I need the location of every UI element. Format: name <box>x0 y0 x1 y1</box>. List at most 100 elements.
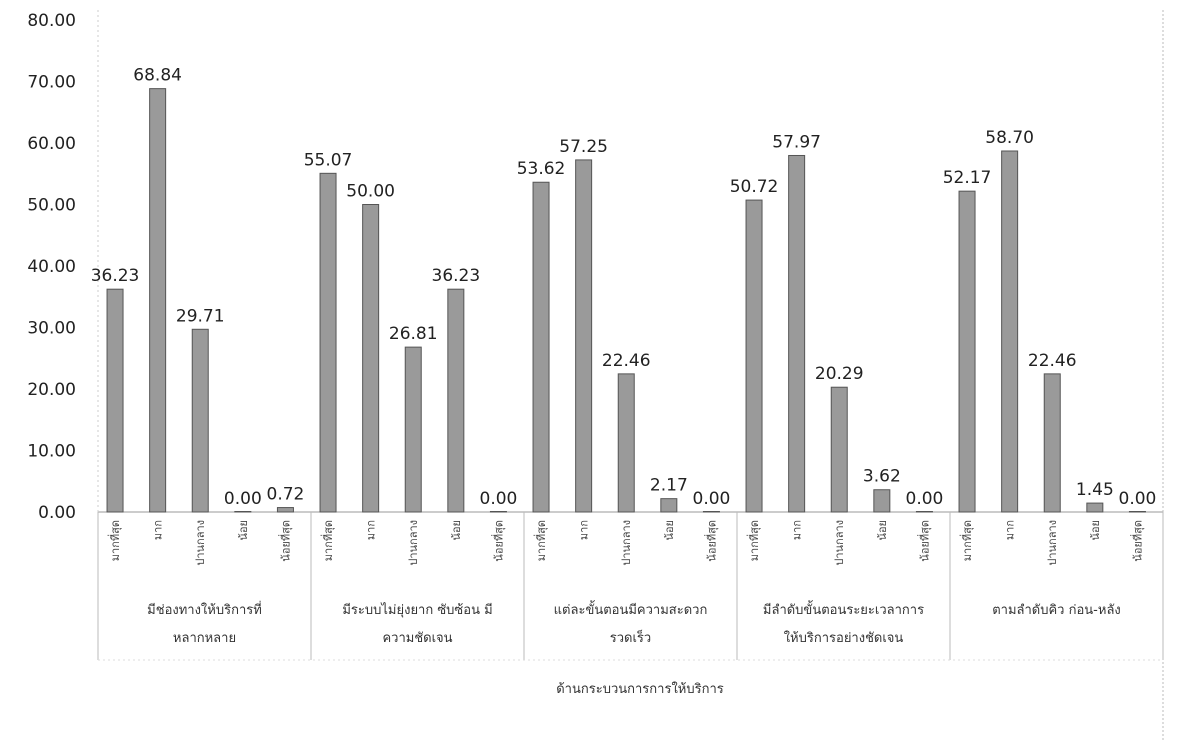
bar <box>1001 150 1019 513</box>
data-label: 1.45 <box>1076 480 1114 500</box>
category-label: ปานกลาง <box>194 520 207 566</box>
bar <box>702 511 720 513</box>
y-tick-label: 10.00 <box>27 442 76 462</box>
data-label: 57.25 <box>559 137 608 157</box>
data-label: 22.46 <box>1028 351 1077 371</box>
data-label: 0.72 <box>267 485 305 505</box>
bar <box>958 190 976 513</box>
data-label: 26.81 <box>389 324 438 344</box>
bar <box>532 181 550 513</box>
y-tick-label: 50.00 <box>27 196 76 216</box>
data-label: 0.00 <box>480 489 518 509</box>
bar <box>575 159 593 513</box>
category-label: ปานกลาง <box>833 520 846 566</box>
y-tick-label: 0.00 <box>38 503 76 523</box>
bar <box>149 88 167 513</box>
bar <box>1128 511 1146 513</box>
category-label: น้อย <box>1089 520 1102 541</box>
bar <box>873 489 891 513</box>
category-label: น้อย <box>876 520 889 541</box>
category-label: น้อยที่สุด <box>916 520 931 562</box>
category-label: มาก <box>365 520 378 540</box>
bar <box>489 511 507 513</box>
data-label: 52.17 <box>943 168 992 188</box>
group-labels: มีช่องทางให้บริการที่หลากหลาย มีระบบไม่ยุ… <box>147 600 1121 646</box>
bar <box>319 172 337 513</box>
data-label: 50.72 <box>730 177 779 197</box>
y-tick-label: 60.00 <box>27 134 76 154</box>
y-tick-label: 80.00 <box>27 11 76 31</box>
data-label: 0.00 <box>906 489 944 509</box>
category-labels: มากที่สุด มาก ปานกลาง น้อย น้อยที่สุด มากที่ส… <box>107 520 1144 566</box>
category-label: มาก <box>791 520 804 540</box>
data-label: 36.23 <box>91 266 140 286</box>
category-label: น้อยที่สุด <box>703 520 718 562</box>
category-label: น้อย <box>663 520 676 541</box>
bar <box>447 288 465 513</box>
category-label: มาก <box>578 520 591 540</box>
category-label: น้อยที่สุด <box>490 520 505 562</box>
y-tick-label: 70.00 <box>27 73 76 93</box>
category-label: มากที่สุด <box>959 520 974 561</box>
group-label: ความชัดเจน <box>382 631 452 646</box>
x-axis-title: ด้านกระบวนการการให้บริการ <box>556 681 724 697</box>
category-label: น้อย <box>450 520 463 541</box>
data-label: 36.23 <box>432 266 481 286</box>
bar <box>660 498 678 513</box>
group-label: หลากหลาย <box>173 631 236 646</box>
category-label: น้อย <box>237 520 250 541</box>
data-label: 0.00 <box>224 489 262 509</box>
group-label: มีลำดับขั้นตอนระยะเวลาการ <box>763 600 924 618</box>
data-label: 53.62 <box>517 159 566 179</box>
data-label: 2.17 <box>650 476 688 496</box>
bar <box>830 386 848 513</box>
bar <box>915 511 933 513</box>
data-label: 0.00 <box>693 489 731 509</box>
bar <box>745 199 763 513</box>
category-label: มากที่สุด <box>746 520 761 561</box>
category-label: ปานกลาง <box>620 520 633 566</box>
data-label: 55.07 <box>304 150 353 170</box>
category-label: มาก <box>1004 520 1017 540</box>
bar <box>1043 373 1061 513</box>
category-label: มาก <box>152 520 165 540</box>
data-label: 3.62 <box>863 467 901 487</box>
bar <box>404 346 422 513</box>
category-label: ปานกลาง <box>407 520 420 566</box>
data-label: 57.97 <box>772 132 821 152</box>
bar <box>234 511 252 513</box>
group-label: ตามลำดับคิว ก่อน-หลัง <box>992 603 1121 618</box>
y-axis-ticks: 0.00 10.00 20.00 30.00 40.00 50.00 60.00 70.00 8… <box>27 11 76 523</box>
group-label: มีระบบไม่ยุ่งยาก ซับซ้อน มี <box>342 602 492 618</box>
category-label: น้อยที่สุด <box>277 520 292 562</box>
y-tick-label: 40.00 <box>27 257 76 277</box>
category-label: มากที่สุด <box>320 520 335 561</box>
category-label: มากที่สุด <box>107 520 122 561</box>
bars <box>106 88 1146 513</box>
bar <box>362 204 380 513</box>
bar <box>191 328 209 513</box>
data-label: 68.84 <box>133 66 182 86</box>
category-label: มากที่สุด <box>533 520 548 561</box>
group-label: มีช่องทางให้บริการที่ <box>147 601 262 618</box>
bar <box>1086 502 1104 513</box>
data-label: 29.71 <box>176 306 225 326</box>
bar <box>788 154 806 513</box>
group-label: รวดเร็ว <box>610 628 651 646</box>
category-label: ปานกลาง <box>1046 520 1059 566</box>
data-label: 50.00 <box>346 182 395 202</box>
data-label: 20.29 <box>815 364 864 384</box>
data-label: 22.46 <box>602 351 651 371</box>
bar <box>617 373 635 513</box>
y-tick-label: 30.00 <box>27 319 76 339</box>
y-tick-label: 20.00 <box>27 380 76 400</box>
group-label: แต่ละขั้นตอนมีความสะดวก <box>554 600 708 618</box>
bar <box>106 288 124 513</box>
group-label: ให้บริการอย่างชัดเจน <box>784 630 904 646</box>
data-label: 0.00 <box>1119 489 1157 509</box>
data-label: 58.70 <box>985 128 1034 148</box>
category-label: น้อยที่สุด <box>1129 520 1144 562</box>
bar <box>276 507 294 513</box>
